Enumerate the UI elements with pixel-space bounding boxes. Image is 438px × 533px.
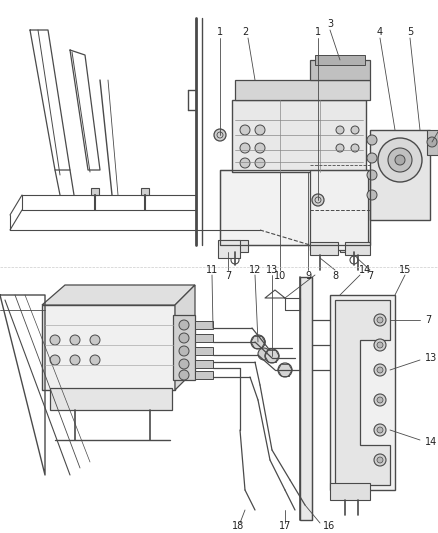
Circle shape (388, 148, 412, 172)
Text: 10: 10 (274, 271, 286, 281)
Bar (315, 55, 365, 65)
Text: 4: 4 (377, 27, 383, 37)
Text: 18: 18 (232, 521, 244, 531)
Polygon shape (222, 240, 248, 252)
Text: 5: 5 (407, 27, 413, 37)
Text: 14: 14 (359, 265, 371, 275)
Text: 7: 7 (425, 315, 431, 325)
Text: 1: 1 (217, 27, 223, 37)
Text: 16: 16 (323, 521, 335, 531)
Circle shape (179, 333, 189, 343)
Circle shape (351, 126, 359, 134)
Text: 13: 13 (266, 265, 278, 275)
Bar (91, 188, 99, 195)
Polygon shape (175, 285, 195, 390)
Text: 3: 3 (327, 19, 333, 29)
Circle shape (367, 170, 377, 180)
Text: 7: 7 (367, 271, 373, 281)
Circle shape (90, 335, 100, 345)
Circle shape (378, 138, 422, 182)
Circle shape (255, 143, 265, 153)
Circle shape (374, 339, 386, 351)
Bar (195, 347, 213, 355)
Circle shape (90, 355, 100, 365)
Circle shape (70, 335, 80, 345)
Circle shape (258, 348, 270, 360)
Bar (195, 360, 213, 368)
Circle shape (179, 320, 189, 330)
Circle shape (374, 364, 386, 376)
Text: 8: 8 (332, 271, 338, 281)
Circle shape (377, 427, 383, 433)
Polygon shape (300, 277, 312, 520)
Text: 9: 9 (305, 271, 311, 281)
Text: 14: 14 (425, 437, 437, 447)
Polygon shape (370, 130, 430, 220)
Polygon shape (42, 305, 175, 390)
Polygon shape (235, 80, 370, 100)
Text: 15: 15 (399, 265, 411, 275)
Polygon shape (42, 285, 195, 305)
Circle shape (374, 454, 386, 466)
Text: 7: 7 (225, 271, 231, 281)
Text: 17: 17 (279, 521, 291, 531)
Polygon shape (173, 315, 195, 380)
Circle shape (50, 355, 60, 365)
Circle shape (312, 194, 324, 206)
Circle shape (367, 190, 377, 200)
Circle shape (70, 355, 80, 365)
Polygon shape (310, 242, 338, 255)
Polygon shape (340, 240, 368, 252)
Circle shape (240, 125, 250, 135)
Circle shape (377, 457, 383, 463)
Text: 1: 1 (315, 27, 321, 37)
Circle shape (255, 125, 265, 135)
Polygon shape (427, 130, 438, 155)
Circle shape (336, 144, 344, 152)
Text: 2: 2 (242, 27, 248, 37)
Circle shape (240, 158, 250, 168)
Polygon shape (220, 170, 370, 245)
Circle shape (179, 359, 189, 369)
Polygon shape (310, 60, 370, 80)
Circle shape (251, 335, 265, 349)
Circle shape (374, 424, 386, 436)
Circle shape (278, 363, 292, 377)
Circle shape (374, 394, 386, 406)
Circle shape (179, 346, 189, 356)
Circle shape (255, 158, 265, 168)
Circle shape (367, 135, 377, 145)
Bar (195, 334, 213, 342)
Circle shape (336, 126, 344, 134)
Polygon shape (330, 483, 370, 500)
Polygon shape (330, 295, 395, 490)
Bar (141, 188, 149, 195)
Polygon shape (218, 240, 240, 258)
Text: 13: 13 (425, 353, 437, 363)
Circle shape (253, 336, 265, 348)
Polygon shape (310, 170, 368, 250)
Circle shape (179, 370, 189, 380)
Text: 12: 12 (249, 265, 261, 275)
Bar (195, 321, 213, 329)
Circle shape (377, 397, 383, 403)
Polygon shape (345, 242, 370, 255)
Circle shape (265, 349, 279, 363)
Bar (195, 371, 213, 379)
Polygon shape (232, 100, 366, 172)
Circle shape (50, 335, 60, 345)
Circle shape (351, 144, 359, 152)
Circle shape (214, 129, 226, 141)
Polygon shape (50, 388, 172, 410)
Polygon shape (335, 300, 390, 485)
Circle shape (377, 342, 383, 348)
Text: 11: 11 (206, 265, 218, 275)
Circle shape (427, 137, 437, 147)
Circle shape (377, 367, 383, 373)
Circle shape (377, 317, 383, 323)
Circle shape (240, 143, 250, 153)
Circle shape (395, 155, 405, 165)
Circle shape (367, 153, 377, 163)
Circle shape (374, 314, 386, 326)
